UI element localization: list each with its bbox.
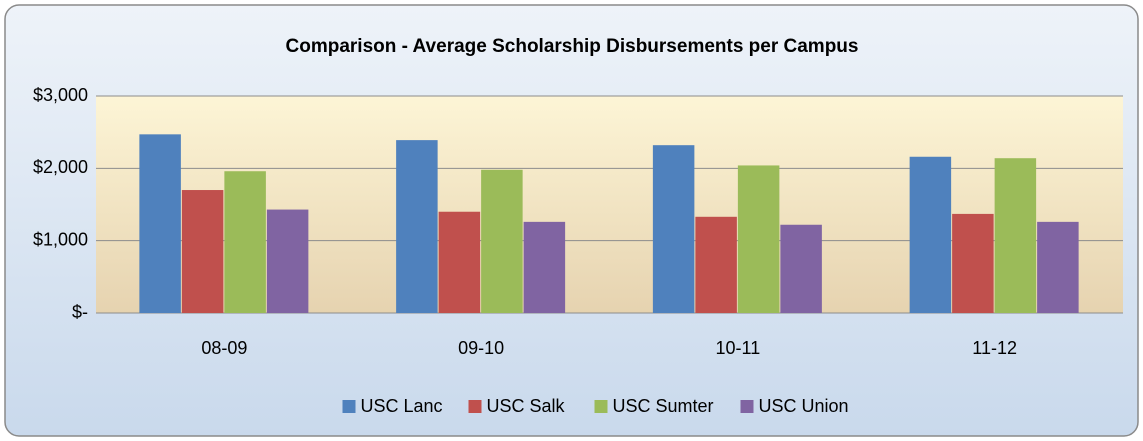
- bar: [396, 140, 438, 313]
- legend-swatch: [342, 400, 356, 413]
- legend-swatch: [468, 400, 482, 413]
- bar: [1037, 221, 1079, 313]
- legend-swatch: [740, 400, 754, 413]
- legend-label: USC Union: [759, 396, 849, 416]
- bar: [780, 224, 822, 313]
- bar: [737, 165, 780, 313]
- bar: [266, 209, 309, 313]
- bar: [438, 211, 481, 313]
- legend-label: USC Salk: [487, 396, 566, 416]
- bar: [181, 190, 224, 313]
- y-tick-label: $1,000: [33, 229, 88, 249]
- legend-swatch: [594, 400, 608, 413]
- bar: [909, 156, 952, 313]
- legend-label: USC Sumter: [613, 396, 714, 416]
- bar: [523, 221, 566, 313]
- bar: [952, 213, 994, 313]
- y-tick-label: $-: [72, 302, 88, 322]
- bar: [652, 145, 695, 313]
- y-tick-label: $3,000: [33, 85, 88, 105]
- x-tick-label: 08-09: [201, 338, 247, 358]
- x-tick-label: 11-12: [972, 338, 1017, 358]
- bar: [139, 134, 181, 313]
- bar: [695, 216, 737, 313]
- y-tick-label: $2,000: [33, 157, 88, 177]
- x-tick-label: 10-11: [716, 338, 761, 358]
- bar: [224, 171, 266, 313]
- chart-title: Comparison - Average Scholarship Disburs…: [286, 36, 859, 57]
- legend-label: USC Lanc: [361, 396, 443, 416]
- bar: [994, 158, 1037, 313]
- x-tick-label: 09-10: [458, 338, 504, 358]
- bar: [481, 169, 523, 313]
